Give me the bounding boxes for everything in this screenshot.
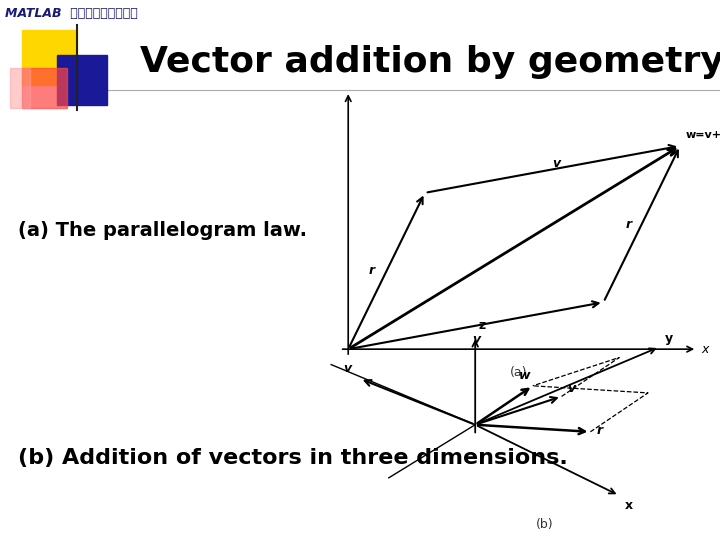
Text: z: z [478, 319, 485, 332]
Text: w=v+r: w=v+r [686, 130, 720, 140]
Text: y: y [665, 332, 673, 345]
Text: x: x [625, 499, 633, 512]
Text: MATLAB  程式設計與工程應用: MATLAB 程式設計與工程應用 [5, 7, 138, 20]
Text: (a): (a) [510, 366, 527, 379]
Text: (a) The parallelogram law.: (a) The parallelogram law. [18, 220, 307, 240]
Bar [10, 68, 30, 108]
Text: (b) Addition of vectors in three dimensions.: (b) Addition of vectors in three dimensi… [18, 448, 568, 468]
Text: w: w [518, 369, 530, 382]
Text: v: v [472, 333, 480, 346]
Text: r: r [626, 218, 632, 231]
Text: x: x [701, 343, 708, 356]
Bar [57, 55, 107, 105]
Text: v: v [567, 382, 575, 395]
Text: Vector addition by geometry.: Vector addition by geometry. [140, 45, 720, 79]
Text: r: r [368, 265, 374, 278]
Text: v: v [553, 157, 561, 170]
Bar [22, 68, 67, 108]
Text: (b): (b) [536, 518, 553, 531]
Text: r: r [596, 423, 603, 436]
Text: v: v [343, 362, 351, 375]
Bar [22, 30, 77, 85]
